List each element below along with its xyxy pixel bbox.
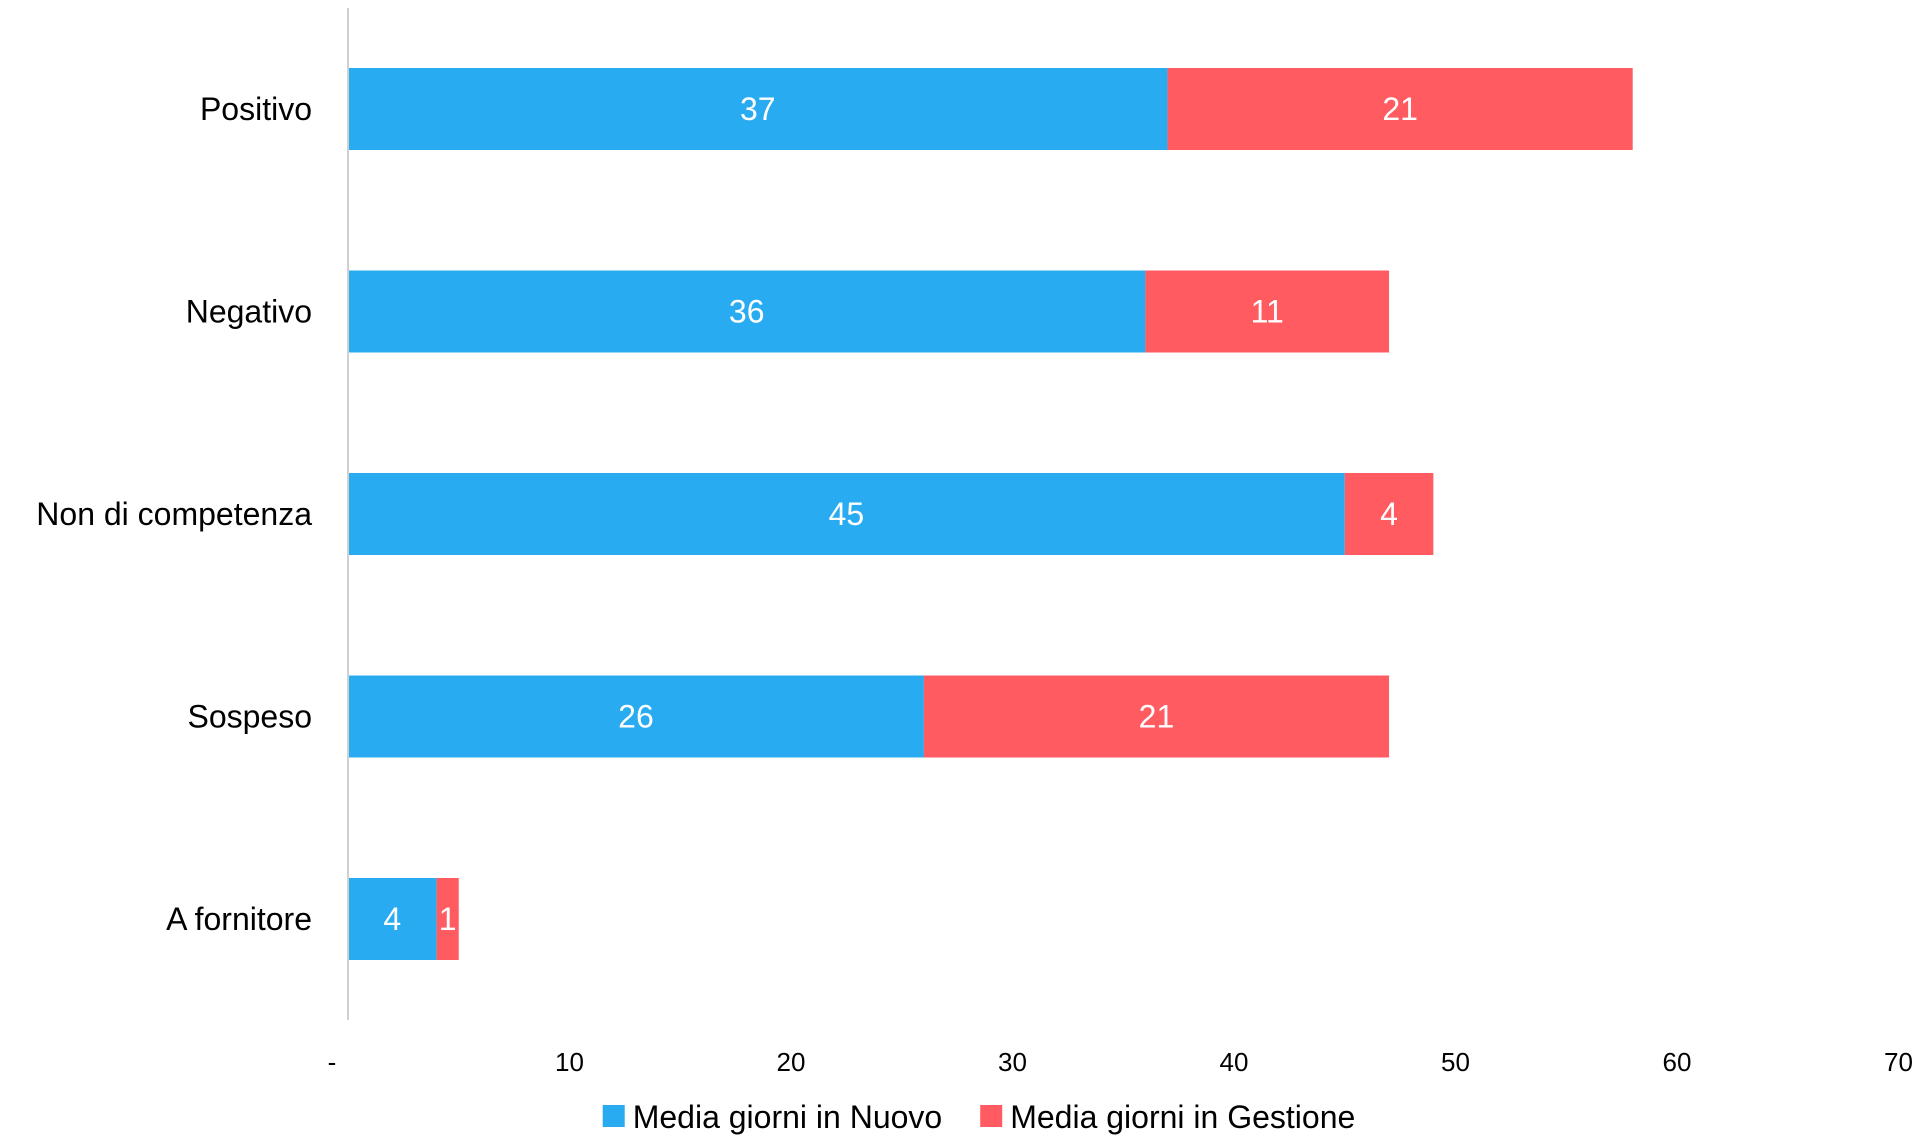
data-label: 1 xyxy=(439,901,457,937)
data-label: 36 xyxy=(729,294,765,330)
x-tick-label: 10 xyxy=(555,1047,584,1077)
legend-swatch xyxy=(980,1105,1003,1127)
data-label: 21 xyxy=(1139,699,1175,735)
x-tick-label: 70 xyxy=(1884,1047,1913,1077)
x-tick-label: 60 xyxy=(1663,1047,1692,1077)
bar-segment-gestione xyxy=(923,675,1390,758)
category-label: A fornitore xyxy=(166,901,312,937)
legend-label: Media giorni in Nuovo xyxy=(633,1099,943,1135)
bar-segment-gestione xyxy=(1145,270,1390,353)
category-label: Sospeso xyxy=(187,699,312,735)
legend-item-gestione: Media giorni in Gestione xyxy=(980,1099,1355,1135)
data-label: 11 xyxy=(1251,294,1284,330)
x-tick-labels: - 10 20 30 40 50 60 70 xyxy=(328,1047,1913,1077)
bar-segment-gestione xyxy=(436,878,459,960)
data-label: 37 xyxy=(740,91,776,127)
bar-segment-nuovo xyxy=(348,473,1345,555)
x-tick-label: 50 xyxy=(1441,1047,1470,1077)
x-tick-label: 20 xyxy=(777,1047,806,1077)
category-labels: Positivo Negativo Non di competenza Sospeso… xyxy=(36,91,312,937)
bars-layer: 37 21 36 11 45 4 26 21 4 1 xyxy=(348,68,1633,960)
category-label: Negativo xyxy=(186,294,312,330)
bar-segment-nuovo xyxy=(348,68,1168,150)
data-label: 45 xyxy=(829,496,865,532)
bar-segment-nuovo xyxy=(348,675,924,758)
category-label: Non di competenza xyxy=(36,496,312,532)
x-tick-label: 30 xyxy=(998,1047,1027,1077)
bar-segment-nuovo xyxy=(348,270,1146,353)
legend-swatch xyxy=(602,1105,625,1127)
data-label: 4 xyxy=(383,901,401,937)
legend-item-nuovo: Media giorni in Nuovo xyxy=(602,1099,943,1135)
category-label: Positivo xyxy=(200,91,312,127)
legend-label: Media giorni in Gestione xyxy=(1010,1099,1355,1135)
x-tick-label: - xyxy=(328,1047,337,1077)
data-label: 21 xyxy=(1382,91,1418,127)
data-label: 4 xyxy=(1380,496,1398,532)
bar-segment-gestione xyxy=(1167,68,1633,150)
x-tick-label: 40 xyxy=(1220,1047,1249,1077)
data-label: 26 xyxy=(618,699,654,735)
bar-segment-gestione xyxy=(1344,473,1434,555)
legend: Media giorni in Nuovo Media giorni in Ges… xyxy=(602,1099,1355,1135)
bar-segment-nuovo xyxy=(348,878,437,960)
